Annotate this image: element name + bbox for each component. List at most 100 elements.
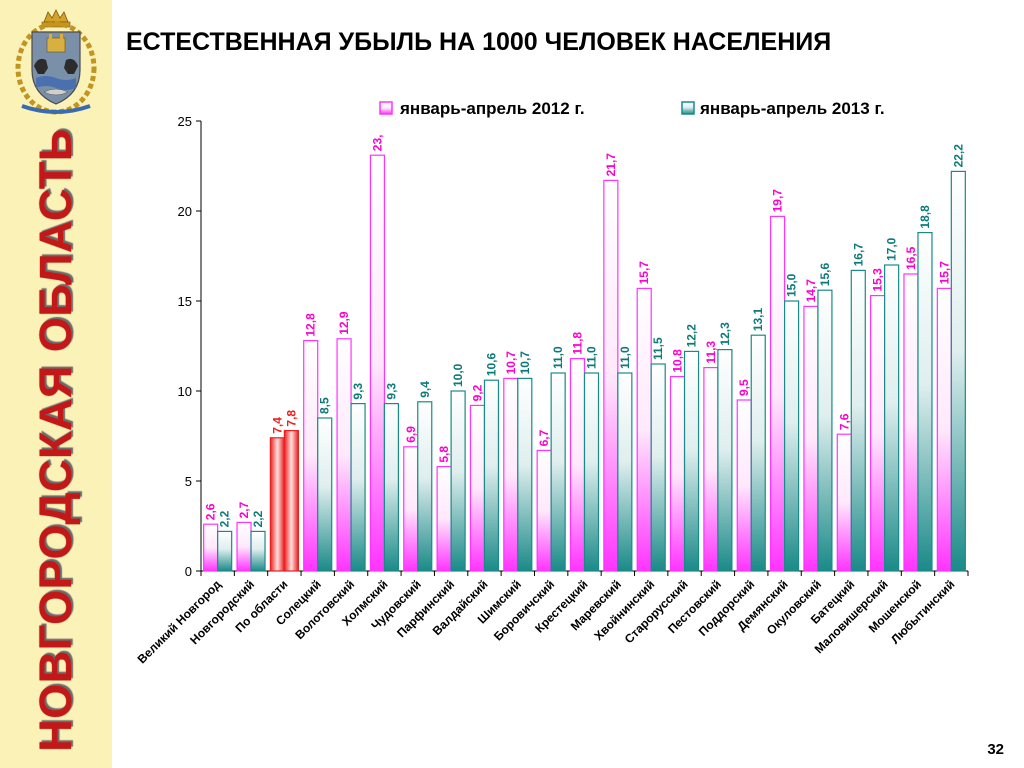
data-label-2013: 18,8 [918, 205, 932, 229]
data-label-2013: 10,0 [451, 363, 465, 387]
data-label-2012: 15,3 [871, 268, 885, 292]
data-label-2013: 11,0 [585, 346, 599, 369]
data-label-2012: 10,8 [671, 349, 685, 373]
data-label-2012: 9,2 [470, 384, 484, 401]
bar-2013 [950, 170, 966, 572]
bar-2012 [369, 154, 386, 572]
bar-2013 [884, 264, 900, 572]
data-label-2012: 7,4 [270, 417, 284, 434]
data-label-2012: 14,7 [804, 279, 818, 303]
bar-2012 [569, 358, 586, 572]
bar-2012 [803, 305, 819, 572]
bar-2013 [483, 379, 500, 572]
bar-2012 [836, 433, 852, 572]
bar-2012 [403, 446, 419, 572]
data-label-2012: 10,7 [504, 351, 518, 375]
data-label-2013: 11,0 [551, 346, 565, 369]
data-label-2012: 5,8 [437, 446, 451, 463]
data-label-2013: 11,0 [618, 346, 632, 369]
legend-swatch-2013 [681, 101, 695, 115]
page-number: 32 [987, 741, 1004, 758]
bar-2012 [736, 399, 752, 572]
data-label-2013: 7,8 [284, 410, 298, 427]
data-label-2013: 8,5 [318, 397, 332, 414]
data-label-2013: 2,2 [251, 510, 265, 527]
data-label-2013: 17,0 [885, 237, 899, 261]
bar-2012 [870, 295, 886, 572]
bar-2012 [436, 466, 452, 572]
bar-2013 [283, 430, 299, 572]
bar-2012 [769, 215, 786, 572]
bar-2012 [536, 449, 552, 572]
bar-2012 [236, 521, 252, 572]
data-label-2013: 11,5 [651, 337, 665, 360]
bar-2013 [583, 372, 600, 572]
bar-2012 [636, 287, 652, 572]
bar-2013 [817, 289, 833, 572]
slide-title: ЕСТЕСТВЕННАЯ УБЫЛЬ НА 1000 ЧЕЛОВЕК НАСЕЛ… [126, 28, 832, 56]
bar-2013 [217, 530, 233, 572]
data-label-2012: 12,8 [304, 313, 318, 337]
data-label-2013: 15,6 [818, 263, 832, 287]
bar-2012 [503, 377, 519, 572]
bar-2012 [936, 287, 952, 572]
data-label-2013: 12,2 [685, 324, 699, 348]
bar-2013 [450, 390, 466, 572]
data-label-2013: 9,3 [384, 383, 398, 400]
bar-2012 [669, 376, 686, 572]
bar-2013 [517, 377, 533, 572]
legend-swatch-2012 [379, 101, 393, 115]
bar-2012 [269, 437, 285, 572]
bar-2013 [317, 417, 333, 572]
bar-2013 [750, 334, 766, 572]
y-tick-label: 15 [178, 294, 192, 309]
data-label-2012: 19,7 [771, 189, 785, 213]
data-label-2013: 12,3 [718, 322, 732, 346]
y-tick-label: 20 [178, 204, 192, 219]
bar-2012 [303, 340, 319, 572]
sidebar: НОВГОРОДСКАЯ ОБЛАСТЬ [0, 0, 112, 768]
bar-2013 [917, 232, 933, 572]
data-label-2013: 9,4 [418, 381, 432, 398]
bar-2013 [350, 403, 366, 572]
bar-2013 [783, 300, 800, 572]
data-label-2012: 7,6 [837, 413, 851, 430]
bar-2013 [550, 372, 566, 572]
bar-2013 [683, 350, 700, 572]
y-tick-label: 0 [185, 564, 192, 579]
bar-2013 [850, 269, 866, 572]
data-label-2012: 9,5 [737, 379, 751, 396]
data-label-2013: 9,3 [351, 383, 365, 400]
data-label-2012: 2,6 [204, 503, 218, 520]
data-label-2012: 23, [370, 135, 384, 152]
data-label-2012: 21,7 [604, 153, 618, 177]
legend: январь-апрель 2012 г. январь-апрель 2013… [379, 99, 885, 118]
data-label-2012: 6,9 [404, 426, 418, 443]
data-label-2012: 15,7 [637, 261, 651, 285]
bar-2012 [203, 523, 219, 572]
bar-2012 [703, 367, 719, 572]
data-label-2012: 6,7 [537, 429, 551, 446]
legend-label-2012: январь-апрель 2012 г. [399, 99, 585, 118]
bar-2013 [617, 372, 633, 572]
y-tick-label: 25 [178, 114, 192, 129]
data-label-2012: 12,9 [337, 311, 351, 335]
data-label-2012: 11,8 [571, 332, 585, 355]
bar-2012 [603, 179, 619, 572]
y-tick-label: 5 [185, 474, 192, 489]
data-label-2013: 13,1 [751, 308, 765, 332]
bar-2013 [417, 401, 433, 572]
bar-2013 [650, 363, 666, 572]
bar-2013 [717, 349, 733, 572]
data-label-2012: 15,7 [937, 261, 951, 285]
data-label-2013: 16,7 [851, 243, 865, 267]
bar-2012 [469, 404, 486, 572]
bar-2012 [903, 273, 919, 572]
bar-2012 [336, 338, 352, 572]
y-tick-label: 10 [178, 384, 192, 399]
legend-label-2013: январь-апрель 2013 г. [699, 99, 885, 118]
data-label-2012: 2,7 [237, 501, 251, 518]
data-label-2013: 22,2 [951, 144, 965, 168]
data-label-2013: 2,2 [218, 510, 232, 527]
